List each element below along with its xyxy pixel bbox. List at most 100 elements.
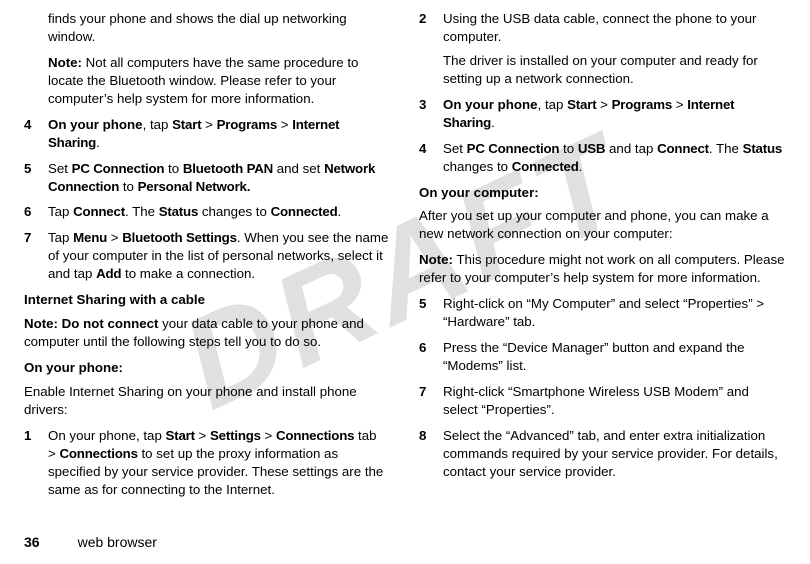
text: to make a connection.	[121, 266, 255, 281]
ui-label: Start	[166, 428, 195, 443]
step-text: Tap Menu > Bluetooth Settings. When you …	[48, 229, 391, 283]
step-text: Set PC Connection to USB and tap Connect…	[443, 140, 786, 176]
note-label: Note:	[48, 55, 82, 70]
ui-label: PC Connection	[467, 141, 560, 156]
page-footer: 36 web browser	[24, 534, 157, 550]
note-label: Note: Do not connect	[24, 316, 158, 331]
subheading-cable: Internet Sharing with a cable	[24, 291, 391, 309]
ui-label: USB	[578, 141, 605, 156]
text: >	[107, 230, 122, 245]
step-5b: 5 Right-click on “My Computer” and selec…	[419, 295, 786, 331]
note-do-not-connect: Note: Do not connect your data cable to …	[24, 315, 391, 351]
step-7b: 7 Right-click “Smartphone Wireless USB M…	[419, 383, 786, 419]
page-number: 36	[24, 534, 40, 550]
ui-label: Status	[743, 141, 782, 156]
ui-label: Bluetooth Settings	[122, 230, 237, 245]
step-4b: 4 Set PC Connection to USB and tap Conne…	[419, 140, 786, 176]
after-setup-text: After you set up your computer and phone…	[419, 207, 786, 243]
right-column: 2 Using the USB data cable, connect the …	[419, 10, 786, 507]
ui-label: Bluetooth PAN	[183, 161, 273, 176]
step-number: 6	[419, 339, 443, 375]
step-8b: 8 Select the “Advanced” tab, and enter e…	[419, 427, 786, 481]
text: >	[596, 97, 611, 112]
step-text: Press the “Device Manager” button and ex…	[443, 339, 786, 375]
step-4: 4 On your phone, tap Start > Programs > …	[24, 116, 391, 152]
text: Set	[443, 141, 467, 156]
step-number: 6	[24, 203, 48, 221]
step-text: On your phone, tap Start > Programs > In…	[443, 96, 786, 132]
step-number: 5	[419, 295, 443, 331]
ui-label: Connect	[657, 141, 709, 156]
intro-continuation: finds your phone and shows the dial up n…	[48, 10, 391, 46]
step-number: 1	[24, 427, 48, 499]
ui-label: Programs	[217, 117, 277, 132]
step-text: On your phone, tap Start > Settings > Co…	[48, 427, 391, 499]
text: . The	[709, 141, 743, 156]
text: >	[195, 428, 210, 443]
text: to	[164, 161, 182, 176]
text: >	[261, 428, 276, 443]
step-number: 7	[419, 383, 443, 419]
text: .	[491, 115, 495, 130]
step-7: 7 Tap Menu > Bluetooth Settings. When yo…	[24, 229, 391, 283]
text: Using the USB data cable, connect the ph…	[443, 10, 786, 46]
section-name: web browser	[78, 534, 157, 550]
step-number: 4	[24, 116, 48, 152]
text: changes to	[443, 159, 512, 174]
ui-label: Add	[96, 266, 121, 281]
text: .	[579, 159, 583, 174]
bold-text: On your phone	[443, 97, 538, 112]
step-text: Select the “Advanced” tab, and enter ext…	[443, 427, 786, 481]
ui-label: Start	[172, 117, 201, 132]
content-columns: finds your phone and shows the dial up n…	[24, 10, 786, 507]
note-bluetooth: Note: Not all computers have the same pr…	[48, 54, 391, 108]
step-number: 2	[419, 10, 443, 88]
step-text: Using the USB data cable, connect the ph…	[443, 10, 786, 88]
text: . The	[125, 204, 159, 219]
text: and set	[273, 161, 324, 176]
step-text: Tap Connect. The Status changes to Conne…	[48, 203, 391, 221]
ui-label: Connect	[73, 204, 125, 219]
ui-label: Settings	[210, 428, 261, 443]
ui-label: Status	[159, 204, 198, 219]
text: >	[201, 117, 216, 132]
text: , tap	[143, 117, 173, 132]
step-6b: 6 Press the “Device Manager” button and …	[419, 339, 786, 375]
step-text: Set PC Connection to Bluetooth PAN and s…	[48, 160, 391, 196]
text: and tap	[605, 141, 657, 156]
ui-label: Menu	[73, 230, 107, 245]
text: .	[338, 204, 342, 219]
text: changes to	[198, 204, 270, 219]
text: The driver is installed on your computer…	[443, 52, 786, 88]
text: , tap	[538, 97, 568, 112]
ui-label: Connections	[276, 428, 354, 443]
note-text: This procedure might not work on all com…	[419, 252, 785, 285]
note-computer: Note: This procedure might not work on a…	[419, 251, 786, 287]
ui-label: Connected	[271, 204, 338, 219]
ui-label: PC Connection	[72, 161, 165, 176]
step-number: 4	[419, 140, 443, 176]
text: On your phone, tap	[48, 428, 166, 443]
text: to	[119, 179, 137, 194]
left-column: finds your phone and shows the dial up n…	[24, 10, 391, 507]
subheading-on-computer: On your computer:	[419, 184, 786, 202]
text: >	[672, 97, 687, 112]
step-number: 5	[24, 160, 48, 196]
step-1: 1 On your phone, tap Start > Settings > …	[24, 427, 391, 499]
ui-label: Connected	[512, 159, 579, 174]
step-text: On your phone, tap Start > Programs > In…	[48, 116, 391, 152]
bold-text: On your phone	[48, 117, 143, 132]
enable-text: Enable Internet Sharing on your phone an…	[24, 383, 391, 419]
step-text: Right-click on “My Computer” and select …	[443, 295, 786, 331]
step-2: 2 Using the USB data cable, connect the …	[419, 10, 786, 88]
text: Set	[48, 161, 72, 176]
text: >	[277, 117, 292, 132]
text: Tap	[48, 230, 73, 245]
step-5: 5 Set PC Connection to Bluetooth PAN and…	[24, 160, 391, 196]
text: .	[96, 135, 100, 150]
ui-label: Connections	[59, 446, 137, 461]
step-3: 3 On your phone, tap Start > Programs > …	[419, 96, 786, 132]
ui-label: Programs	[612, 97, 672, 112]
step-number: 3	[419, 96, 443, 132]
subheading-on-phone: On your phone:	[24, 359, 391, 377]
